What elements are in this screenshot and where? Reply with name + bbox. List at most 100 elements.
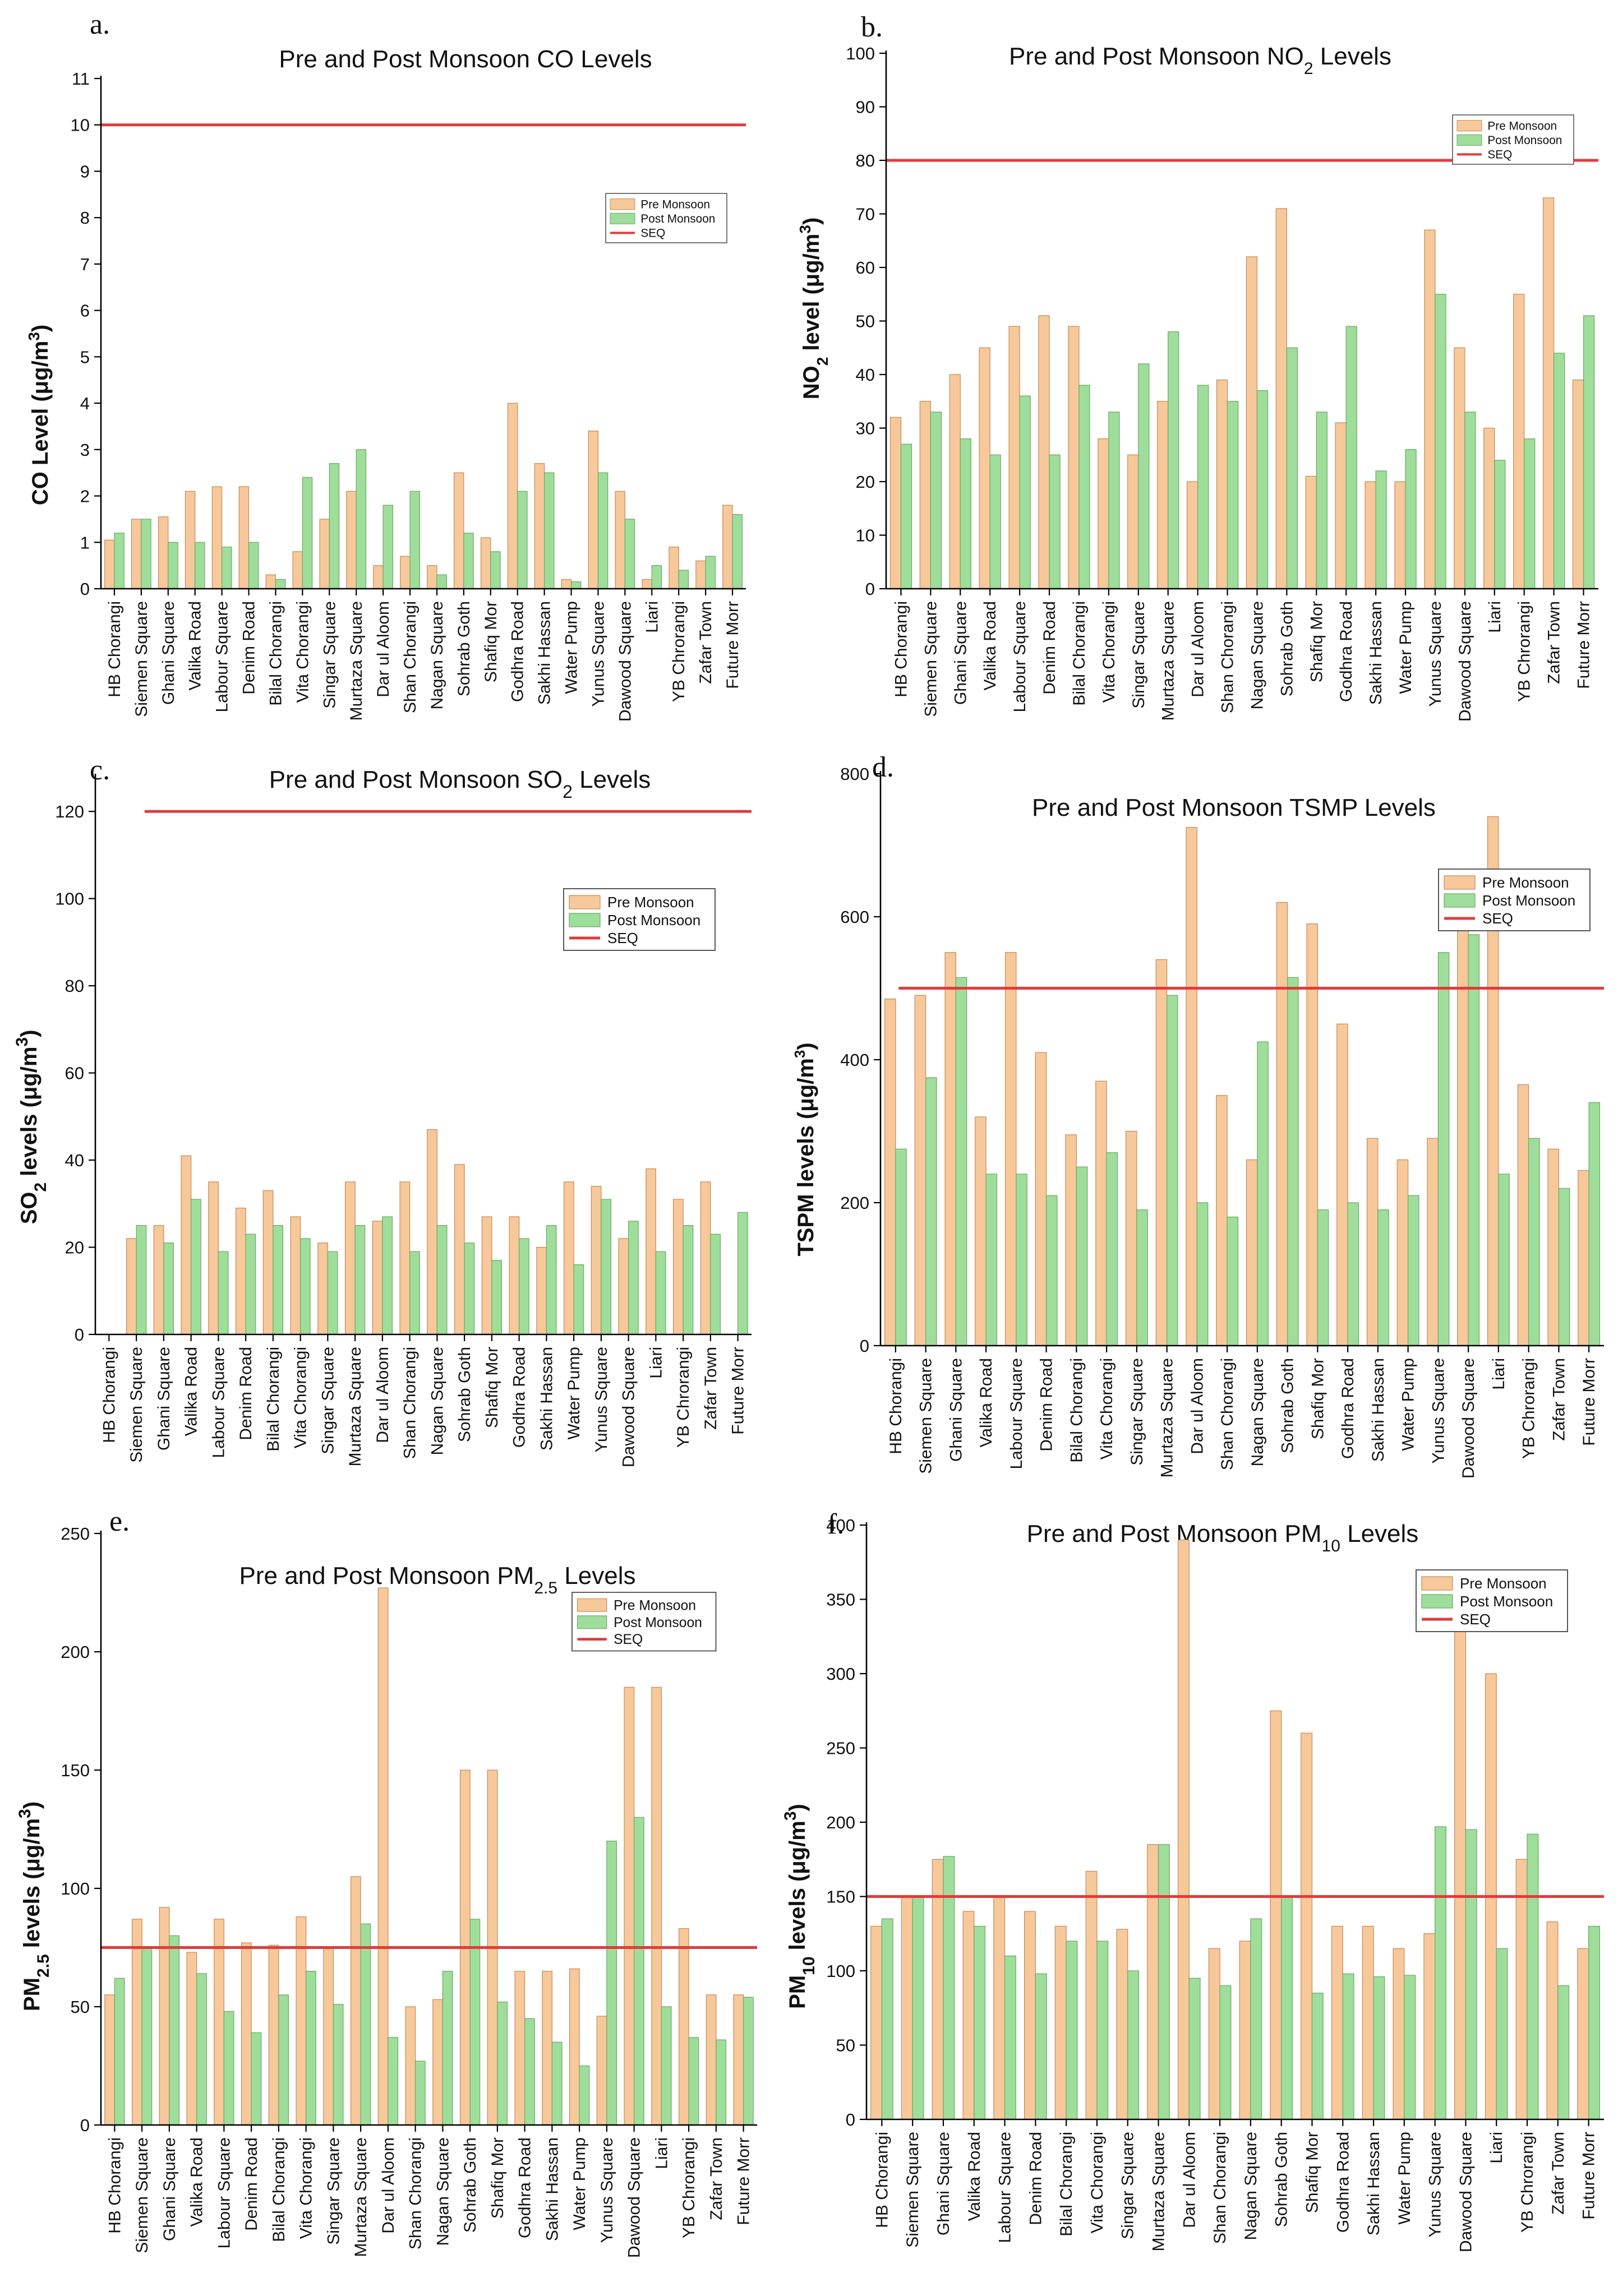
bar-post-monsoon: [1377, 1209, 1389, 1346]
x-tick-label: Shan Chorangi: [1219, 601, 1237, 713]
x-tick-label: Valika Road: [977, 1358, 995, 1448]
legend-label: Post Monsoon: [1482, 892, 1575, 909]
y-tick-label: 300: [826, 1664, 855, 1684]
bar-post-monsoon: [436, 1225, 448, 1335]
x-tick-label: Dar ul Aloom: [1189, 601, 1207, 697]
legend-swatch-post: [1444, 893, 1476, 908]
bar-pre-monsoon: [1068, 326, 1080, 589]
bar-post-monsoon: [1316, 412, 1327, 589]
bar-post-monsoon: [222, 546, 232, 589]
y-tick-label: 100: [61, 1879, 90, 1898]
x-tick-label: Valika Road: [981, 601, 999, 691]
x-tick-label: Shafiq Mor: [483, 1347, 501, 1428]
bar-pre-monsoon: [1331, 1925, 1343, 2120]
bar-pre-monsoon: [1424, 229, 1436, 589]
bar-post-monsoon: [1373, 1976, 1385, 2120]
bar-pre-monsoon: [1216, 1095, 1228, 1346]
bar-pre-monsoon: [569, 1968, 580, 2126]
x-tick-label: Shafiq Mor: [488, 2137, 507, 2219]
chart-title: Pre and Post Monsoon TSMP Levels: [1032, 794, 1436, 821]
x-tick-label: Murtaza Square: [1150, 2132, 1168, 2251]
x-tick-label: Murtaza Square: [1158, 1358, 1177, 1477]
bar-pre-monsoon: [1157, 401, 1169, 589]
bar-post-monsoon: [360, 1923, 371, 2126]
bar-post-monsoon: [683, 1225, 694, 1335]
bar-post-monsoon: [1138, 363, 1150, 589]
bar-pre-monsoon: [1335, 422, 1347, 589]
bar-pre-monsoon: [1515, 1859, 1528, 2120]
bar-post-monsoon: [1188, 1978, 1201, 2120]
x-tick-label: Singar Square: [324, 2137, 343, 2245]
x-tick-label: Sohrab Goth: [1279, 1358, 1297, 1453]
x-tick-label: Valika Road: [188, 2137, 206, 2227]
bar-post-monsoon: [251, 2032, 262, 2126]
x-tick-label: Shan Chorangi: [1211, 2132, 1229, 2244]
bar-post-monsoon: [1250, 1918, 1262, 2120]
bar-pre-monsoon: [870, 1925, 882, 2120]
bar-post-monsoon: [955, 977, 967, 1346]
bar-post-monsoon: [191, 1199, 201, 1335]
bar-pre-monsoon: [1427, 1138, 1439, 1346]
bar-post-monsoon: [1197, 385, 1209, 589]
x-tick-label: Water Pump: [570, 2137, 589, 2230]
bar-pre-monsoon: [1393, 1948, 1405, 2120]
x-tick-label: HB Chorangi: [105, 2137, 124, 2234]
x-tick-label: Siemen Square: [904, 2132, 922, 2248]
x-tick-label: Vita Chorangi: [1088, 2132, 1107, 2233]
legend-swatch-pre: [577, 1598, 607, 1612]
bar-post-monsoon: [300, 1238, 311, 1335]
x-tick-label: Shafiq Mor: [1303, 2132, 1321, 2213]
bar-post-monsoon: [1408, 1195, 1419, 1346]
bar-post-monsoon: [333, 2004, 344, 2126]
x-tick-label: Nagan Square: [1242, 2132, 1260, 2240]
legend-label: Post Monsoon: [640, 212, 715, 225]
bar-post-monsoon: [1558, 1188, 1570, 1346]
x-tick-label: Valika Road: [182, 1347, 201, 1436]
bar-pre-monsoon: [563, 1181, 574, 1335]
bar-pre-monsoon: [186, 1952, 197, 2126]
legend-swatch-post: [569, 913, 601, 927]
bar-pre-monsoon: [181, 1155, 192, 1335]
bar-pre-monsoon: [1457, 888, 1469, 1346]
y-tick-label: 350: [826, 1590, 855, 1610]
bar-post-monsoon: [302, 477, 313, 589]
bar-pre-monsoon: [1147, 1844, 1159, 2120]
x-tick-label: Nagan Square: [428, 601, 446, 709]
bar-post-monsoon: [1256, 390, 1269, 589]
legend-label: SEQ: [1460, 1611, 1491, 1628]
bar-post-monsoon: [1158, 1844, 1170, 2120]
bar-post-monsoon: [1494, 460, 1506, 589]
x-tick-label: Future Morr: [1580, 1358, 1598, 1446]
panel-label: c.: [90, 754, 110, 786]
bar-post-monsoon: [546, 1225, 557, 1335]
bar-post-monsoon: [1317, 1209, 1329, 1346]
bar-pre-monsoon: [159, 1907, 170, 2126]
y-tick-label: 50: [856, 312, 875, 331]
panel-label: a.: [90, 8, 110, 40]
bar-post-monsoon: [469, 1919, 481, 2126]
bar-pre-monsoon: [1542, 197, 1555, 589]
bar-post-monsoon: [1004, 1955, 1016, 2120]
x-tick-label: Bilal Chorangi: [1057, 2132, 1076, 2237]
x-tick-label: Sakhi Hassan: [537, 1347, 556, 1450]
y-tick-label: 60: [856, 258, 875, 278]
panel-label: f.: [827, 1508, 844, 1540]
bar-post-monsoon: [678, 570, 689, 589]
y-tick-label: 120: [55, 802, 84, 821]
x-tick-label: Nagan Square: [1248, 601, 1266, 709]
x-tick-label: Denim Road: [240, 601, 259, 695]
bar-post-monsoon: [743, 1997, 754, 2126]
bar-pre-monsoon: [317, 1242, 328, 1335]
bar-pre-monsoon: [268, 1944, 279, 2126]
bar-post-monsoon: [881, 1918, 893, 2120]
x-tick-label: Shafiq Mor: [1307, 601, 1326, 682]
series-pre-monsoon: [104, 403, 733, 589]
chart-pm10: f. Pre and Post Monsoon PM10 Levels PM10…: [781, 1508, 1604, 2252]
x-tick-label: YB Chrorangi: [1520, 1358, 1538, 1459]
bar-post-monsoon: [1019, 395, 1031, 589]
bar-post-monsoon: [463, 533, 474, 589]
x-tick-label: Singar Square: [1130, 601, 1148, 709]
x-tick-label: Singar Square: [320, 601, 339, 709]
x-tick-label: Dawood Square: [620, 1347, 638, 1467]
